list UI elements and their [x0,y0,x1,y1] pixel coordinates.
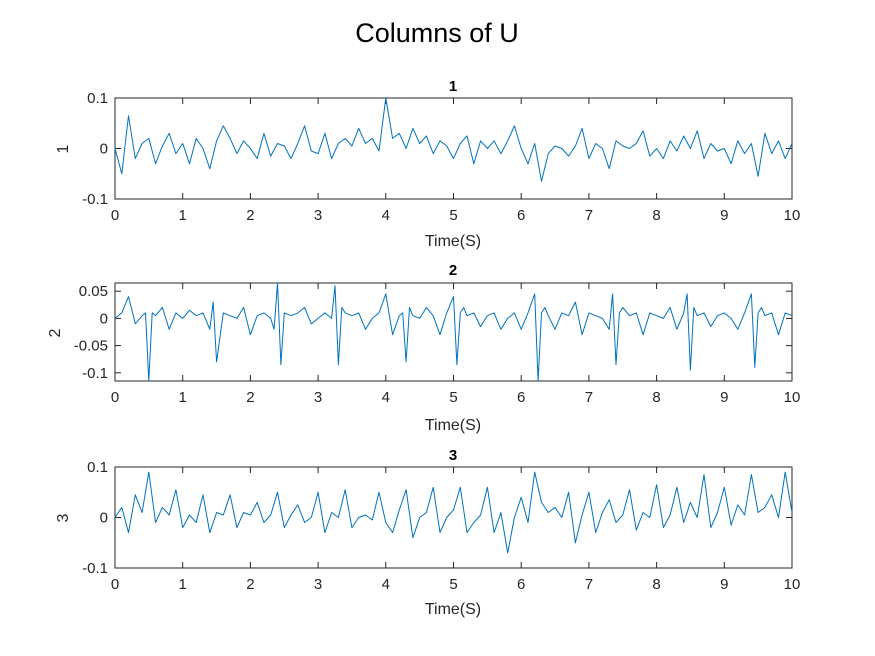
x-tick-label: 7 [585,389,593,406]
subplot-title: 1 [449,78,457,95]
tick-marks [114,466,793,569]
axes-box [114,97,793,200]
x-tick-label: 0 [111,576,119,593]
x-tick-labels: 0 1 2 3 4 5 6 7 8 9 10 [111,207,801,224]
x-tick-label: 3 [314,207,322,224]
y-axis-label: 1 [55,144,72,153]
x-tick-label: 3 [314,576,322,593]
x-tick-label: 2 [246,207,254,224]
x-tick-label: 8 [652,389,660,406]
x-tick-label: 2 [246,389,254,406]
y-tick-label: -0.1 [82,560,108,577]
x-tick-labels: 0 1 2 3 4 5 6 7 8 9 10 [111,576,801,593]
x-tick-label: 6 [517,576,525,593]
x-tick-label: 1 [179,389,187,406]
x-tick-label: 1 [179,207,187,224]
x-tick-label: 2 [246,576,254,593]
series-traces [114,471,793,554]
x-tick-label: 8 [652,207,660,224]
x-tick-label: 9 [720,576,728,593]
y-axis-label: 2 [47,328,64,337]
subplot-3: 3 -0.100.1 0 1 2 3 4 5 6 7 8 9 10 Time(S) 3 [55,447,800,618]
x-axis-label: Time(S) [425,417,481,434]
x-tick-label: 5 [449,207,457,224]
x-tick-label: 5 [449,389,457,406]
y-tick-label: -0.05 [74,338,108,355]
y-tick-label: 0 [100,310,108,327]
x-tick-labels: 0 1 2 3 4 5 6 7 8 9 10 [111,389,801,406]
x-tick-label: 9 [720,389,728,406]
x-tick-label: 7 [585,207,593,224]
subplot-title: 2 [449,262,457,279]
x-tick-label: 4 [382,389,390,406]
y-tick-label: 0 [100,141,108,158]
x-tick-label: 4 [382,207,390,224]
y-tick-label: -0.1 [82,191,108,208]
y-tick-labels: -0.1 0 0.1 [82,90,108,208]
series-line [114,282,793,382]
series-line [114,471,793,554]
subplot-title: 3 [449,447,457,464]
series-traces [114,97,793,182]
x-tick-label: 1 [179,576,187,593]
x-tick-label: 10 [784,389,801,406]
x-tick-label: 10 [784,207,801,224]
y-tick-labels: -0.1 -0.05 0 0.05 [74,283,108,382]
tick-marks [114,283,793,381]
x-tick-label: 7 [585,576,593,593]
axes-box [114,466,793,569]
y-tick-label: 0.1 [87,90,108,107]
series-traces [114,282,793,382]
x-tick-label: 6 [517,389,525,406]
x-axis-label: Time(S) [425,233,481,250]
x-tick-label: 10 [784,576,801,593]
series-line [114,97,793,182]
figure-title: Columns of U [355,18,519,48]
subplot-2: 2 -0.1 -0.05 0 0.05 0 1 2 3 4 5 6 7 8 9 10 Time(S) 2 [47,262,800,434]
x-tick-label: 4 [382,576,390,593]
x-axis-label: Time(S) [425,601,481,618]
x-tick-label: 0 [111,207,119,224]
x-tick-label: 3 [314,389,322,406]
y-tick-label: 0.05 [79,283,108,300]
subplot-1: 1 -0.100.1 0 1 2 3 4 5 6 7 8 9 10 Time(S) 1 [55,78,800,250]
x-tick-label: 6 [517,207,525,224]
x-tick-label: 0 [111,389,119,406]
y-tick-label: 0 [100,510,108,527]
y-axis-label: 3 [55,513,72,522]
y-tick-labels: -0.1 0 0.1 [82,459,108,577]
x-tick-label: 5 [449,576,457,593]
y-tick-label: 0.1 [87,459,108,476]
y-tick-label: -0.1 [82,365,108,382]
x-tick-label: 8 [652,576,660,593]
x-tick-label: 9 [720,207,728,224]
